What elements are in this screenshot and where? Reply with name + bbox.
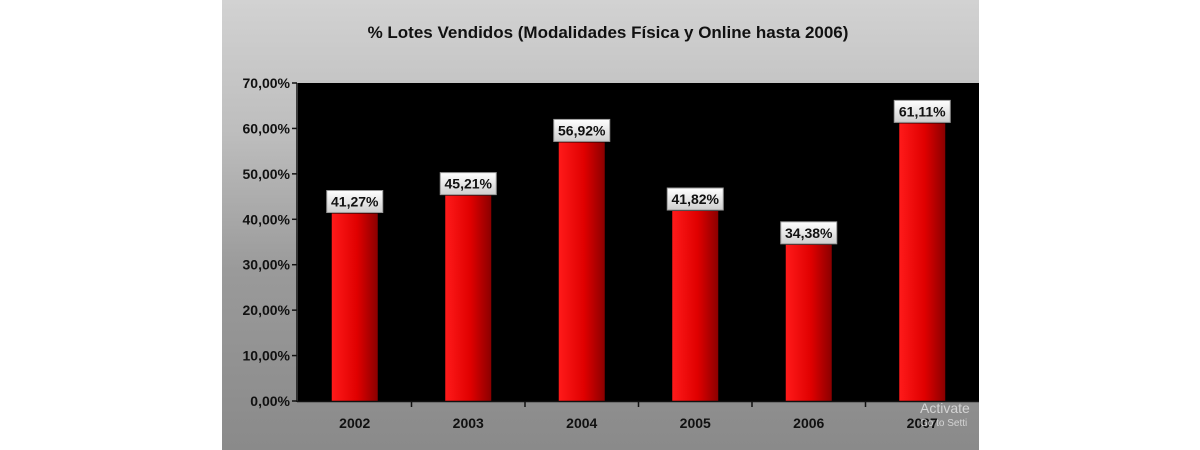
- y-tick-label: 40,00%: [243, 211, 291, 227]
- bar-2002: [331, 213, 378, 401]
- x-tick-label: 2005: [680, 415, 711, 431]
- x-axis: 2002 2003 2004 2005 2006 2007: [297, 400, 979, 431]
- data-label-box: [326, 190, 384, 214]
- y-tick-label: 0,00%: [250, 393, 290, 409]
- data-label-box: [439, 172, 497, 196]
- bar-2007: [899, 123, 946, 402]
- x-tick-label: 2007: [907, 415, 938, 431]
- y-tick-label: 20,00%: [243, 302, 291, 318]
- chart-panel: % Lotes Vendidos (Modalidades Física y O…: [222, 0, 979, 450]
- y-tick-label: 30,00%: [243, 257, 291, 273]
- bar-2006: [785, 244, 832, 401]
- data-label: 45,21%: [445, 176, 493, 192]
- chart-title: % Lotes Vendidos (Modalidades Física y O…: [368, 23, 849, 42]
- data-label-box: [666, 187, 724, 211]
- data-label: 61,11%: [899, 103, 946, 119]
- data-label: 41,82%: [672, 191, 720, 207]
- y-tick-label: 70,00%: [243, 75, 291, 91]
- data-label: 41,27%: [331, 194, 379, 210]
- x-tick-label: 2002: [339, 415, 370, 431]
- data-label-box: [893, 99, 951, 123]
- x-tick-label: 2003: [453, 415, 484, 431]
- bar-chart: % Lotes Vendidos (Modalidades Física y O…: [243, 23, 979, 431]
- data-label-box: [553, 118, 611, 142]
- y-axis: 0,00% 10,00% 20,00% 30,00% 40,00% 50,00% 60,00…: [243, 75, 298, 409]
- x-tick-label: 2004: [566, 415, 597, 431]
- data-label-box: [780, 221, 838, 245]
- y-tick-label: 60,00%: [243, 120, 291, 136]
- bar-2004: [558, 142, 605, 401]
- x-tick-label: 2006: [793, 415, 824, 431]
- plot-area: [298, 83, 979, 401]
- bar-2003: [445, 195, 492, 401]
- bars: 41,27% 45,21% 56,92% 41,82% 34,38% 61,11%: [326, 99, 951, 402]
- y-tick-label: 10,00%: [243, 348, 291, 364]
- bar-2005: [672, 211, 719, 401]
- data-label: 34,38%: [785, 225, 833, 241]
- y-tick-label: 50,00%: [243, 166, 291, 182]
- data-label: 56,92%: [558, 122, 606, 138]
